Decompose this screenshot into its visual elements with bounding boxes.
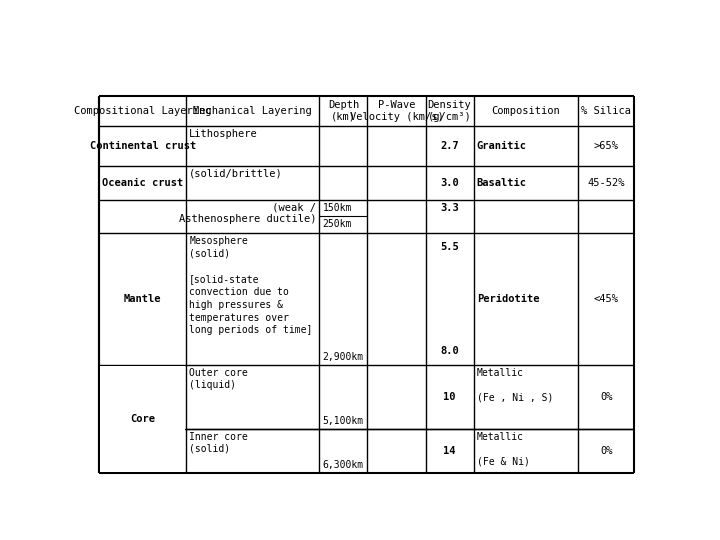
Text: Lithosphere: Lithosphere <box>189 130 258 139</box>
Text: 2,900km: 2,900km <box>323 352 364 362</box>
Text: 5,100km: 5,100km <box>323 416 364 426</box>
Text: 5.5: 5.5 <box>440 242 459 252</box>
Text: Mantle: Mantle <box>124 294 161 304</box>
Text: 3.0: 3.0 <box>440 178 459 187</box>
Text: 10: 10 <box>444 392 456 402</box>
Text: Outer core
(liquid): Outer core (liquid) <box>189 368 248 390</box>
Text: 250km: 250km <box>323 219 352 229</box>
Text: Mesosphere
(solid)

[solid-state
convection due to
high pressures &
temperatures: Mesosphere (solid) [solid-state convecti… <box>189 236 312 335</box>
Text: Oceanic crust: Oceanic crust <box>102 178 184 187</box>
Text: <45%: <45% <box>594 294 618 304</box>
Text: Core: Core <box>130 414 156 424</box>
Text: P-Wave
Velocity (km/s): P-Wave Velocity (km/s) <box>350 100 444 122</box>
Text: 150km: 150km <box>323 202 352 213</box>
Text: 2.7: 2.7 <box>440 141 459 151</box>
Text: 45-52%: 45-52% <box>588 178 625 187</box>
Text: Mechanical Layering: Mechanical Layering <box>194 106 312 116</box>
Text: 3.3: 3.3 <box>440 202 459 213</box>
Text: Continental crust: Continental crust <box>89 141 196 151</box>
Text: Metallic

(Fe & Ni): Metallic (Fe & Ni) <box>477 432 530 467</box>
Text: 6,300km: 6,300km <box>323 460 364 470</box>
Text: (solid/brittle): (solid/brittle) <box>189 168 283 179</box>
Text: Granitic: Granitic <box>477 141 527 151</box>
Text: Density
(g/cm³): Density (g/cm³) <box>428 100 472 122</box>
Text: Composition: Composition <box>492 106 560 116</box>
Bar <box>100 366 185 472</box>
Text: >65%: >65% <box>594 141 618 151</box>
Text: 0%: 0% <box>600 392 613 402</box>
Text: 8.0: 8.0 <box>440 346 459 356</box>
Text: Basaltic: Basaltic <box>477 178 527 187</box>
Text: (weak /
Asthenosphere ductile): (weak / Asthenosphere ductile) <box>179 202 316 224</box>
Text: Metallic

(Fe , Ni , S): Metallic (Fe , Ni , S) <box>477 368 553 403</box>
Text: 14: 14 <box>444 446 456 456</box>
Text: % Silica: % Silica <box>581 106 631 116</box>
Text: Inner core
(solid): Inner core (solid) <box>189 432 248 454</box>
Text: Peridotite: Peridotite <box>477 294 539 304</box>
Text: Compositional Layering: Compositional Layering <box>74 106 212 116</box>
Text: Depth
(km): Depth (km) <box>328 100 359 122</box>
Text: 0%: 0% <box>600 446 613 456</box>
